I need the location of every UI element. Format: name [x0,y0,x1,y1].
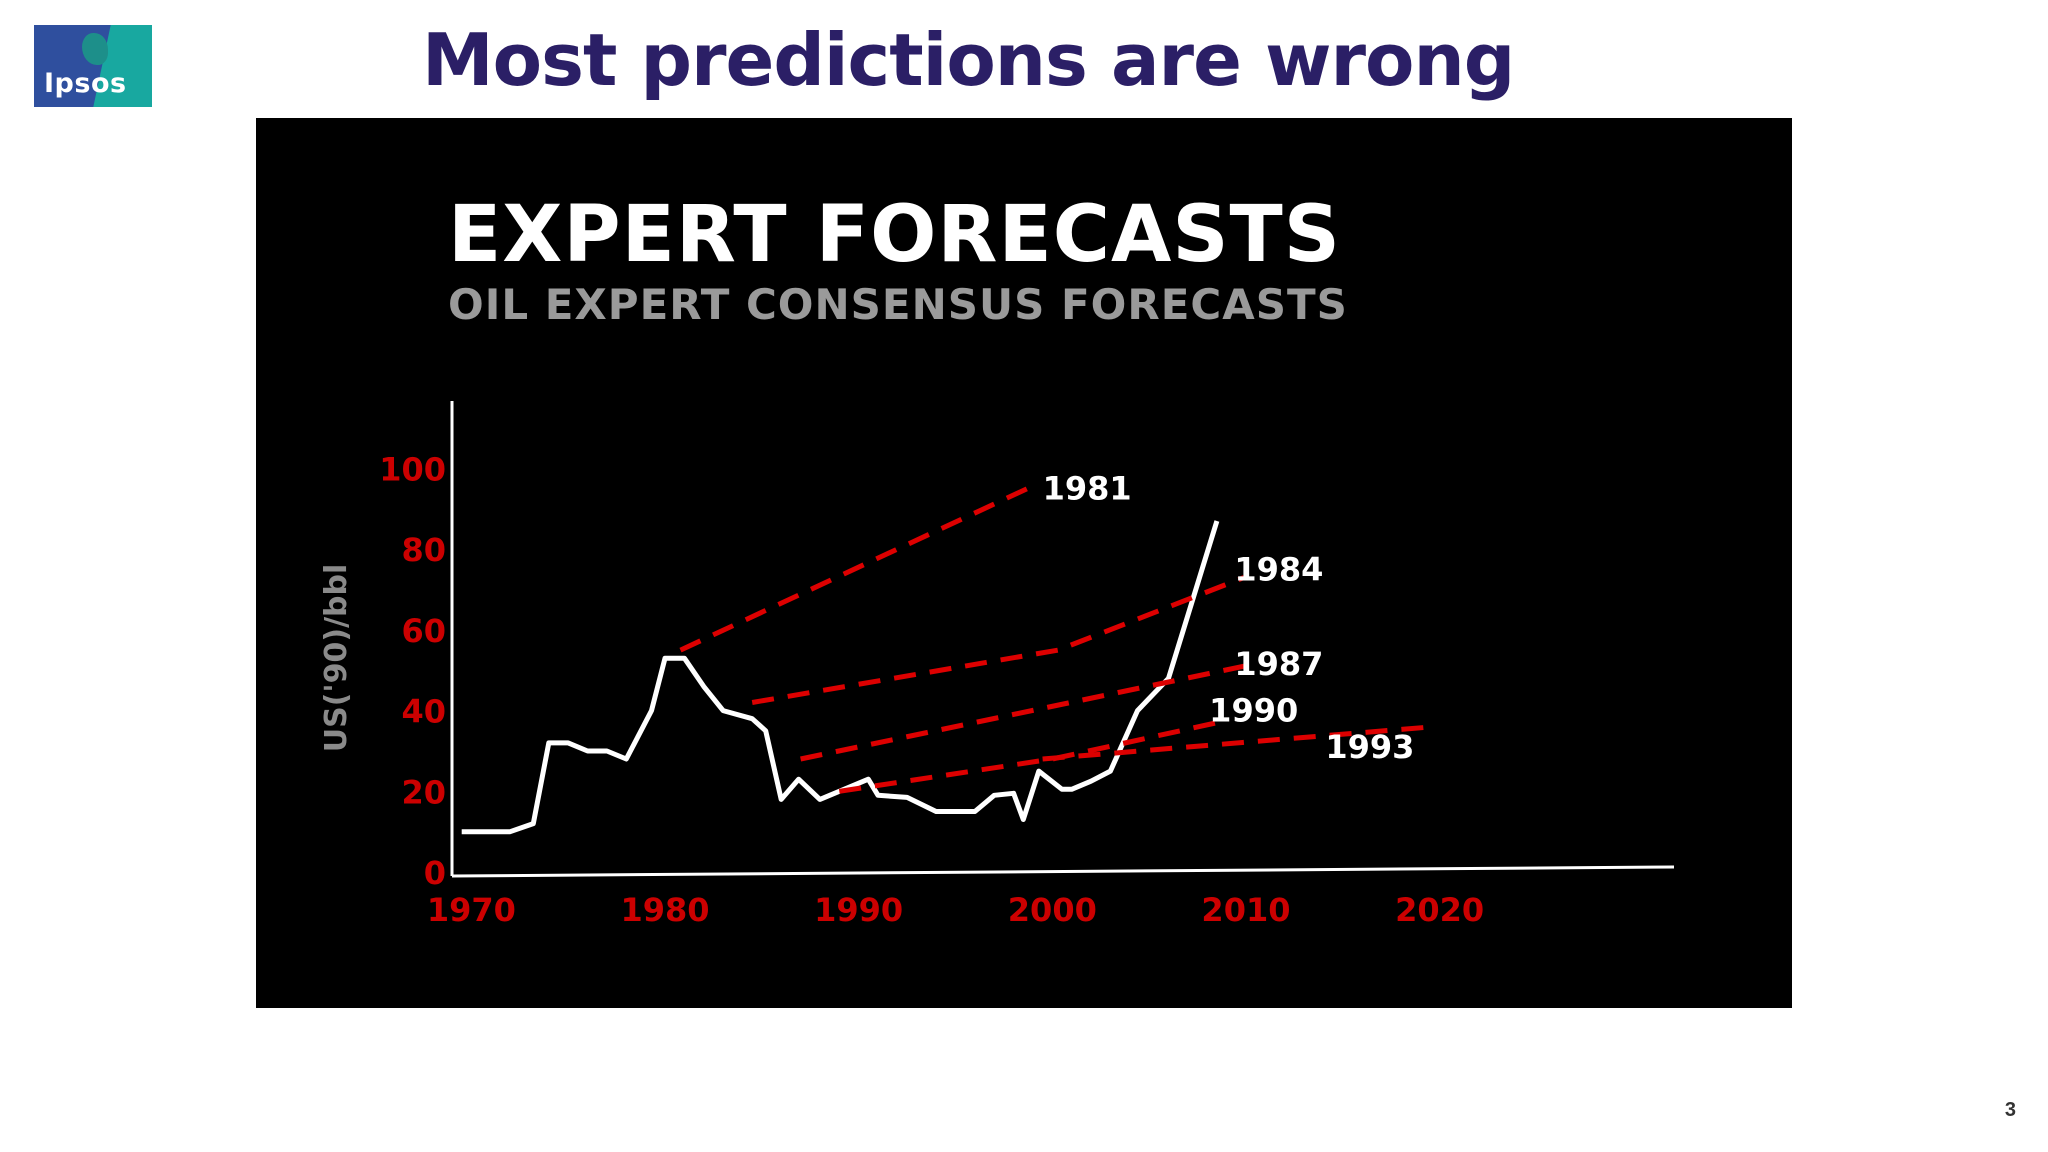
forecast-line-1984 [751,575,1245,705]
series-label-1990: 1990 [1209,692,1298,730]
series-label-1993: 1993 [1325,728,1414,766]
ipsos-logo: Ipsos [34,25,152,107]
forecast-line-1993 [1042,724,1435,762]
y-tick-label: 60 [401,612,446,650]
logo-head-icon [82,33,108,65]
oil-forecast-chart: US('90)/bbl 0 20 40 60 80 100 1970 1980 1990 2000 2… [319,401,1675,929]
series-label-1981: 1981 [1043,470,1132,508]
actual-price-line [461,520,1220,835]
y-tick-label: 80 [401,531,446,569]
y-tick-label: 20 [401,773,446,811]
x-tick-label: 2010 [1201,891,1290,929]
y-tick-label: 40 [401,693,446,731]
x-tick-label: 2020 [1395,891,1484,929]
y-tick-label: 100 [379,451,446,489]
forecast-line-1990 [838,720,1218,794]
page-number: 3 [2004,1099,2016,1121]
x-tick-label: 1970 [427,891,516,929]
chart-panel: EXPERT FORECASTS OIL EXPERT CONSENSUS FO… [256,118,1792,1008]
x-tick-label: 1980 [620,891,709,929]
x-axis-line [451,865,1675,878]
y-tick-label: 0 [424,854,446,892]
series-label-1984: 1984 [1234,550,1323,588]
chart-title: EXPERT FORECASTS [448,190,1341,280]
series-label-1987: 1987 [1234,645,1323,683]
slide-title: Most predictions are wrong [422,18,1515,102]
x-tick-label: 2000 [1008,891,1097,929]
logo-text: Ipsos [44,68,127,99]
chart-subtitle: OIL EXPERT CONSENSUS FORECASTS [448,280,1348,329]
forecast-line-1981 [679,486,1029,653]
x-tick-label: 1990 [814,891,903,929]
y-axis-label: US('90)/bbl [319,564,354,753]
forecast-line-1987 [800,663,1245,762]
